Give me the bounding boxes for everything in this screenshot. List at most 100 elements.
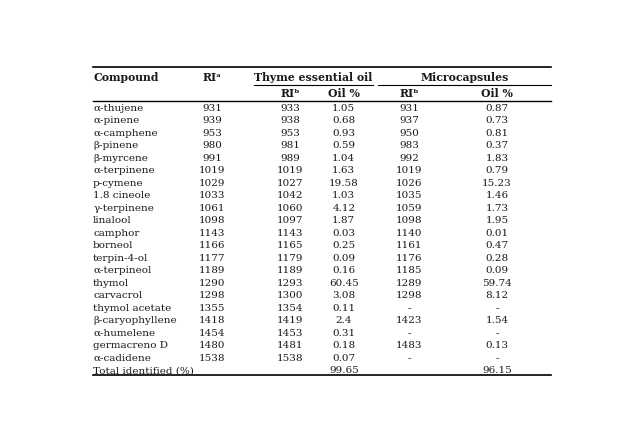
- Text: 0.47: 0.47: [485, 241, 509, 250]
- Text: 1300: 1300: [277, 291, 303, 299]
- Text: carvacrol: carvacrol: [93, 291, 143, 299]
- Text: 1418: 1418: [199, 316, 225, 325]
- Text: 1.73: 1.73: [485, 203, 509, 213]
- Text: 0.73: 0.73: [485, 116, 509, 125]
- Text: β-pinene: β-pinene: [93, 141, 138, 150]
- Text: α-camphene: α-camphene: [93, 129, 158, 138]
- Text: 1140: 1140: [396, 228, 423, 237]
- Text: 1.87: 1.87: [332, 216, 355, 225]
- Text: β-caryophyllene: β-caryophyllene: [93, 316, 176, 325]
- Text: 1538: 1538: [199, 353, 225, 362]
- Text: 1.54: 1.54: [485, 316, 509, 325]
- Text: 0.87: 0.87: [485, 104, 509, 112]
- Text: 1059: 1059: [396, 203, 423, 213]
- Text: -: -: [408, 328, 411, 337]
- Text: 939: 939: [202, 116, 222, 125]
- Text: 1060: 1060: [277, 203, 303, 213]
- Text: 1298: 1298: [396, 291, 423, 299]
- Text: germacreno D: germacreno D: [93, 340, 168, 349]
- Text: 1.05: 1.05: [332, 104, 355, 112]
- Text: borneol: borneol: [93, 241, 134, 250]
- Text: 1355: 1355: [199, 303, 225, 312]
- Text: 96.15: 96.15: [482, 366, 512, 374]
- Text: 1098: 1098: [396, 216, 423, 225]
- Text: 1185: 1185: [396, 266, 423, 275]
- Text: α-terpineol: α-terpineol: [93, 266, 151, 275]
- Text: 1189: 1189: [277, 266, 303, 275]
- Text: p-cymene: p-cymene: [93, 178, 144, 187]
- Text: α-terpinene: α-terpinene: [93, 166, 154, 175]
- Text: 99.65: 99.65: [329, 366, 359, 374]
- Text: 1.63: 1.63: [332, 166, 355, 175]
- Text: 1481: 1481: [277, 340, 303, 349]
- Text: 937: 937: [399, 116, 420, 125]
- Text: linalool: linalool: [93, 216, 132, 225]
- Text: 991: 991: [202, 153, 222, 162]
- Text: 1029: 1029: [199, 178, 225, 187]
- Text: 0.28: 0.28: [485, 253, 509, 262]
- Text: 0.03: 0.03: [332, 228, 355, 237]
- Text: α-humelene: α-humelene: [93, 328, 155, 337]
- Text: 1033: 1033: [199, 191, 225, 200]
- Text: 1453: 1453: [277, 328, 303, 337]
- Text: 1061: 1061: [199, 203, 225, 213]
- Text: Compound: Compound: [93, 72, 158, 82]
- Text: Oil %: Oil %: [328, 88, 360, 99]
- Text: 0.11: 0.11: [332, 303, 355, 312]
- Text: 0.13: 0.13: [485, 340, 509, 349]
- Text: 1.95: 1.95: [485, 216, 509, 225]
- Text: -: -: [495, 353, 499, 362]
- Text: 1042: 1042: [277, 191, 303, 200]
- Text: 1176: 1176: [396, 253, 423, 262]
- Text: 4.12: 4.12: [332, 203, 355, 213]
- Text: Microcapsules: Microcapsules: [420, 72, 509, 82]
- Text: 1019: 1019: [277, 166, 303, 175]
- Text: 989: 989: [280, 153, 300, 162]
- Text: camphor: camphor: [93, 228, 139, 237]
- Text: RIᵇ: RIᵇ: [399, 88, 420, 99]
- Text: 59.74: 59.74: [482, 278, 512, 287]
- Text: 8.12: 8.12: [485, 291, 509, 299]
- Text: 1.46: 1.46: [485, 191, 509, 200]
- Text: 953: 953: [202, 129, 222, 138]
- Text: Oil %: Oil %: [481, 88, 513, 99]
- Text: 2.4: 2.4: [335, 316, 352, 325]
- Text: 1177: 1177: [199, 253, 225, 262]
- Text: 1538: 1538: [277, 353, 303, 362]
- Text: 0.79: 0.79: [485, 166, 509, 175]
- Text: thymol: thymol: [93, 278, 129, 287]
- Text: -: -: [495, 303, 499, 312]
- Text: 953: 953: [280, 129, 300, 138]
- Text: 1298: 1298: [199, 291, 225, 299]
- Text: 933: 933: [280, 104, 300, 112]
- Text: 1161: 1161: [396, 241, 423, 250]
- Text: 1290: 1290: [199, 278, 225, 287]
- Text: 0.09: 0.09: [332, 253, 355, 262]
- Text: 1143: 1143: [199, 228, 225, 237]
- Text: -: -: [408, 303, 411, 312]
- Text: RIᵃ: RIᵃ: [203, 72, 222, 82]
- Text: 1.83: 1.83: [485, 153, 509, 162]
- Text: thymol acetate: thymol acetate: [93, 303, 171, 312]
- Text: 980: 980: [202, 141, 222, 150]
- Text: 931: 931: [202, 104, 222, 112]
- Text: 1165: 1165: [277, 241, 303, 250]
- Text: 1179: 1179: [277, 253, 303, 262]
- Text: 1480: 1480: [199, 340, 225, 349]
- Text: 950: 950: [399, 129, 420, 138]
- Text: terpin-4-ol: terpin-4-ol: [93, 253, 148, 262]
- Text: RIᵇ: RIᵇ: [281, 88, 300, 99]
- Text: 1.8 cineole: 1.8 cineole: [93, 191, 151, 200]
- Text: 0.16: 0.16: [332, 266, 355, 275]
- Text: 1166: 1166: [199, 241, 225, 250]
- Text: -: -: [408, 353, 411, 362]
- Text: 0.18: 0.18: [332, 340, 355, 349]
- Text: 1.03: 1.03: [332, 191, 355, 200]
- Text: 1289: 1289: [396, 278, 423, 287]
- Text: 1035: 1035: [396, 191, 423, 200]
- Text: 0.93: 0.93: [332, 129, 355, 138]
- Text: 0.07: 0.07: [332, 353, 355, 362]
- Text: 1019: 1019: [396, 166, 423, 175]
- Text: 1019: 1019: [199, 166, 225, 175]
- Text: 1293: 1293: [277, 278, 303, 287]
